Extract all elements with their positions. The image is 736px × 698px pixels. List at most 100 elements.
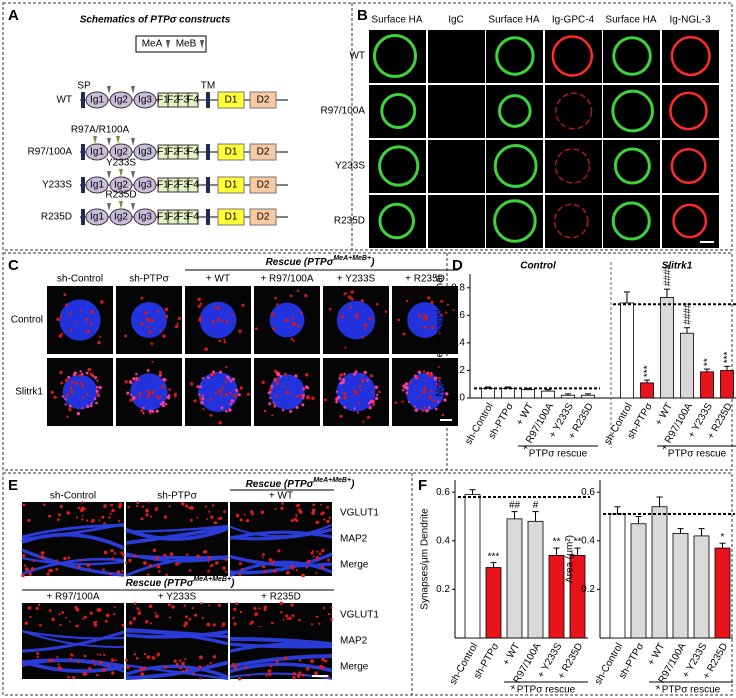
puncta bbox=[81, 501, 84, 504]
puncta bbox=[97, 340, 101, 345]
column-header: Surface HA bbox=[371, 15, 422, 26]
puncta bbox=[231, 377, 235, 381]
significance: ## bbox=[509, 500, 521, 511]
puncta bbox=[21, 573, 25, 578]
puncta bbox=[27, 606, 32, 610]
puncta bbox=[61, 611, 65, 614]
row-label: MAP2 bbox=[340, 534, 368, 545]
puncta bbox=[225, 320, 229, 324]
puncta bbox=[241, 303, 245, 307]
phosphatase-domain bbox=[217, 91, 245, 109]
puncta bbox=[258, 607, 261, 610]
puncta bbox=[209, 413, 213, 417]
puncta bbox=[358, 385, 362, 388]
fn-domain bbox=[187, 177, 199, 193]
y-tick-label: 0.0 bbox=[451, 393, 465, 404]
puncta bbox=[272, 401, 275, 404]
puncta bbox=[136, 501, 140, 505]
puncta bbox=[142, 412, 145, 415]
puncta bbox=[155, 409, 159, 413]
puncta bbox=[164, 307, 169, 312]
micrograph bbox=[126, 502, 228, 524]
cell-outline bbox=[372, 33, 418, 79]
y-axis-label: Area (μm²) bbox=[565, 535, 576, 583]
puncta bbox=[165, 314, 169, 318]
puncta bbox=[82, 672, 87, 676]
puncta bbox=[229, 379, 233, 383]
puncta bbox=[321, 657, 325, 662]
puncta bbox=[384, 310, 388, 313]
puncta bbox=[218, 420, 222, 425]
puncta bbox=[363, 370, 367, 375]
puncta bbox=[185, 615, 188, 619]
puncta bbox=[132, 377, 136, 381]
puncta bbox=[90, 310, 94, 314]
puncta bbox=[77, 506, 81, 510]
dendrite bbox=[229, 554, 333, 568]
puncta bbox=[50, 658, 54, 663]
puncta bbox=[180, 502, 185, 506]
splice-marker: MeA bbox=[142, 39, 163, 50]
puncta bbox=[277, 549, 281, 553]
domain-label: D1 bbox=[225, 180, 238, 191]
puncta bbox=[72, 676, 76, 680]
row-label: R235D bbox=[334, 216, 365, 227]
puncta bbox=[263, 409, 267, 413]
puncta bbox=[147, 501, 150, 504]
puncta bbox=[188, 506, 191, 509]
puncta bbox=[428, 406, 431, 410]
puncta bbox=[236, 390, 239, 393]
puncta bbox=[349, 305, 352, 309]
puncta bbox=[443, 398, 447, 402]
puncta bbox=[302, 397, 305, 400]
puncta bbox=[360, 299, 364, 303]
splice-box bbox=[135, 35, 207, 53]
dendrite bbox=[229, 637, 333, 647]
puncta bbox=[221, 622, 226, 626]
puncta bbox=[122, 553, 125, 557]
puncta bbox=[417, 370, 420, 373]
phosphatase-domain bbox=[249, 91, 277, 109]
puncta bbox=[202, 407, 205, 411]
puncta bbox=[146, 655, 151, 659]
puncta bbox=[271, 414, 274, 417]
puncta bbox=[24, 567, 29, 571]
puncta bbox=[145, 620, 149, 624]
puncta bbox=[114, 606, 116, 609]
rescue-text: Rescue (PTPσ bbox=[126, 578, 194, 589]
domain-label: Ig1 bbox=[90, 180, 104, 191]
puncta bbox=[94, 663, 97, 666]
bar bbox=[481, 387, 495, 399]
rescue-header: Rescue (PTPσMeA+MeB+) bbox=[126, 576, 236, 589]
puncta bbox=[158, 570, 161, 573]
puncta bbox=[210, 515, 214, 519]
domain-label: D2 bbox=[257, 95, 270, 106]
phosphatase-domain bbox=[249, 208, 277, 226]
puncta bbox=[237, 393, 241, 397]
puncta bbox=[405, 299, 409, 303]
x-tick-label: + WT bbox=[501, 641, 523, 667]
puncta bbox=[175, 562, 179, 566]
puncta bbox=[113, 552, 117, 555]
puncta bbox=[177, 316, 182, 321]
puncta bbox=[87, 330, 91, 333]
puncta bbox=[218, 516, 223, 521]
puncta bbox=[356, 312, 359, 315]
puncta bbox=[150, 515, 153, 518]
column-header: + Y233S bbox=[337, 274, 376, 285]
puncta bbox=[61, 395, 65, 398]
puncta bbox=[162, 334, 166, 338]
puncta bbox=[437, 366, 441, 369]
puncta bbox=[159, 329, 162, 332]
puncta bbox=[184, 621, 188, 626]
cell-outline bbox=[493, 144, 538, 188]
construct-name: R97/100A bbox=[28, 147, 73, 158]
puncta bbox=[95, 621, 98, 624]
puncta bbox=[110, 549, 114, 553]
puncta bbox=[342, 379, 346, 383]
puncta bbox=[206, 376, 210, 379]
puncta bbox=[320, 503, 323, 506]
puncta bbox=[81, 384, 85, 388]
bar bbox=[609, 513, 626, 639]
dendrite bbox=[21, 659, 125, 673]
